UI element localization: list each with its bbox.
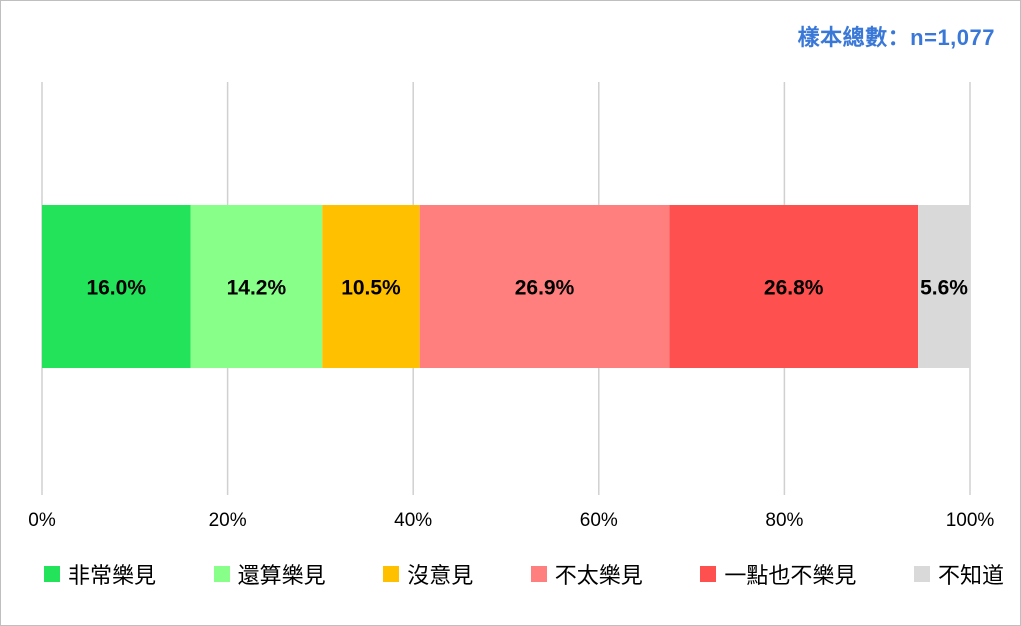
legend-label-3: 不太樂見 xyxy=(554,563,643,588)
legend-item-2: 沒意見 xyxy=(383,558,473,590)
sample-size-note: 樣本總數：n=1,077 xyxy=(797,25,995,50)
legend-label-5: 不知道 xyxy=(937,563,1004,588)
legend-label-1: 還算樂見 xyxy=(237,563,326,588)
x-tick-label-4: 80% xyxy=(765,510,803,531)
data-label-4: 26.8% xyxy=(764,277,824,300)
data-label-3: 26.9% xyxy=(515,277,575,300)
legend-swatch-4 xyxy=(700,566,717,582)
legend-item-5: 不知道 xyxy=(913,558,1004,590)
x-tick-label-1: 20% xyxy=(209,510,247,531)
x-tick-label-2: 40% xyxy=(394,510,432,531)
bar-segment-0 xyxy=(42,205,191,368)
legend-item-1: 還算樂見 xyxy=(213,558,326,590)
legend-label-4: 一點也不樂見 xyxy=(724,563,857,588)
legend-label-2: 沒意見 xyxy=(407,563,474,588)
x-tick-label-5: 100% xyxy=(946,510,995,531)
bar-segment-4 xyxy=(669,205,919,368)
legend-swatch-3 xyxy=(530,566,547,582)
bar-segment-5 xyxy=(918,205,970,368)
x-tick-label-3: 60% xyxy=(580,510,618,531)
legend-item-4: 一點也不樂見 xyxy=(700,558,856,590)
legend-swatch-0 xyxy=(44,566,60,582)
legend-label-0: 非常樂見 xyxy=(68,563,157,588)
legend-swatch-1 xyxy=(213,566,230,582)
bar-segment-1 xyxy=(190,205,323,368)
bar-segment-2 xyxy=(322,205,420,368)
bar-segment-3 xyxy=(419,205,670,368)
chart-legend: 非常樂見 還算樂見 沒意見 不太樂見 一點也不樂見 不知道 xyxy=(44,558,1004,590)
data-label-0: 16.0% xyxy=(86,277,146,300)
legend-swatch-5 xyxy=(913,566,930,582)
x-tick-label-0: 0% xyxy=(28,510,56,531)
data-label-2: 10.5% xyxy=(341,277,401,300)
legend-swatch-2 xyxy=(383,566,400,582)
legend-item-3: 不太樂見 xyxy=(530,558,643,590)
data-label-1: 14.2% xyxy=(227,277,287,300)
data-label-5: 5.6% xyxy=(920,277,968,300)
legend-item-0: 非常樂見 xyxy=(44,558,156,590)
